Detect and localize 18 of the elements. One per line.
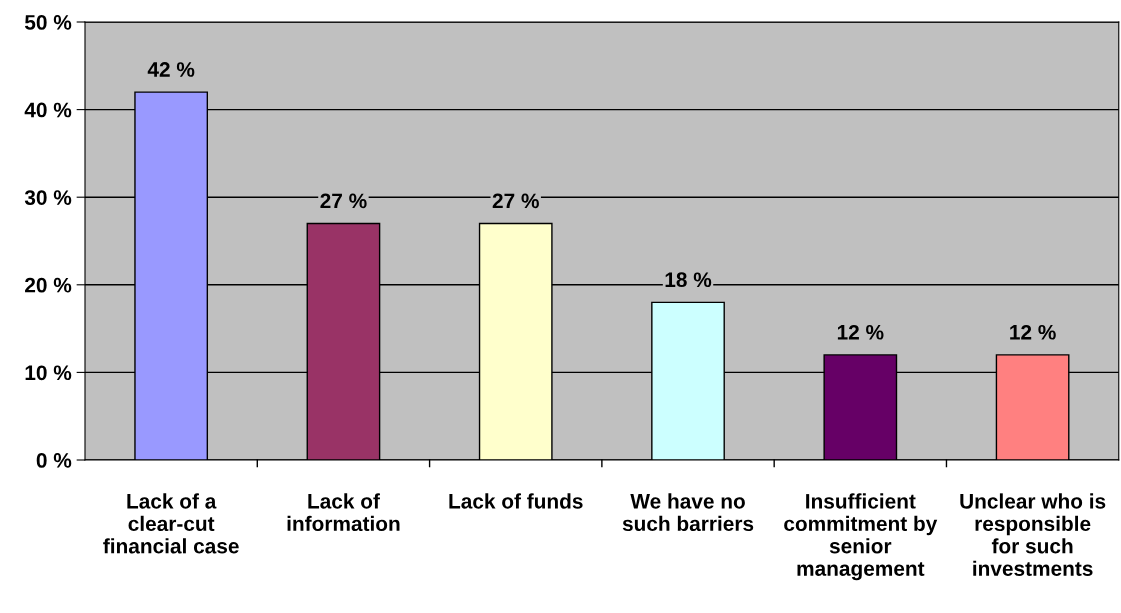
data-label: 42 % — [147, 62, 195, 77]
x-tick-label: Unclear who is responsible for such investments — [960, 493, 1106, 576]
y-tick-label: 40 % — [24, 102, 72, 118]
data-label: 12 % — [837, 324, 884, 340]
y-tick-label: 30 % — [24, 190, 72, 205]
data-label: 27 % — [320, 193, 367, 209]
data-label: 12 % — [1010, 324, 1056, 340]
y-tick-label: 0 % — [36, 453, 72, 468]
data-label: 27 % — [492, 193, 539, 209]
x-tick-label: Lack of funds — [449, 493, 583, 509]
y-tick-label: 50 % — [24, 15, 72, 30]
x-tick-label: Insufficient commitment by senior management — [784, 493, 938, 581]
x-tick-label: We have no such barriers — [622, 493, 754, 532]
y-tick-label: 10 % — [25, 365, 72, 381]
x-tick-label: Lack of a clear-cut financial case — [103, 493, 239, 554]
data-label: 18 % — [665, 272, 712, 288]
x-tick-label: Lack of information — [287, 493, 400, 532]
y-tick-label: 20 % — [25, 277, 72, 293]
